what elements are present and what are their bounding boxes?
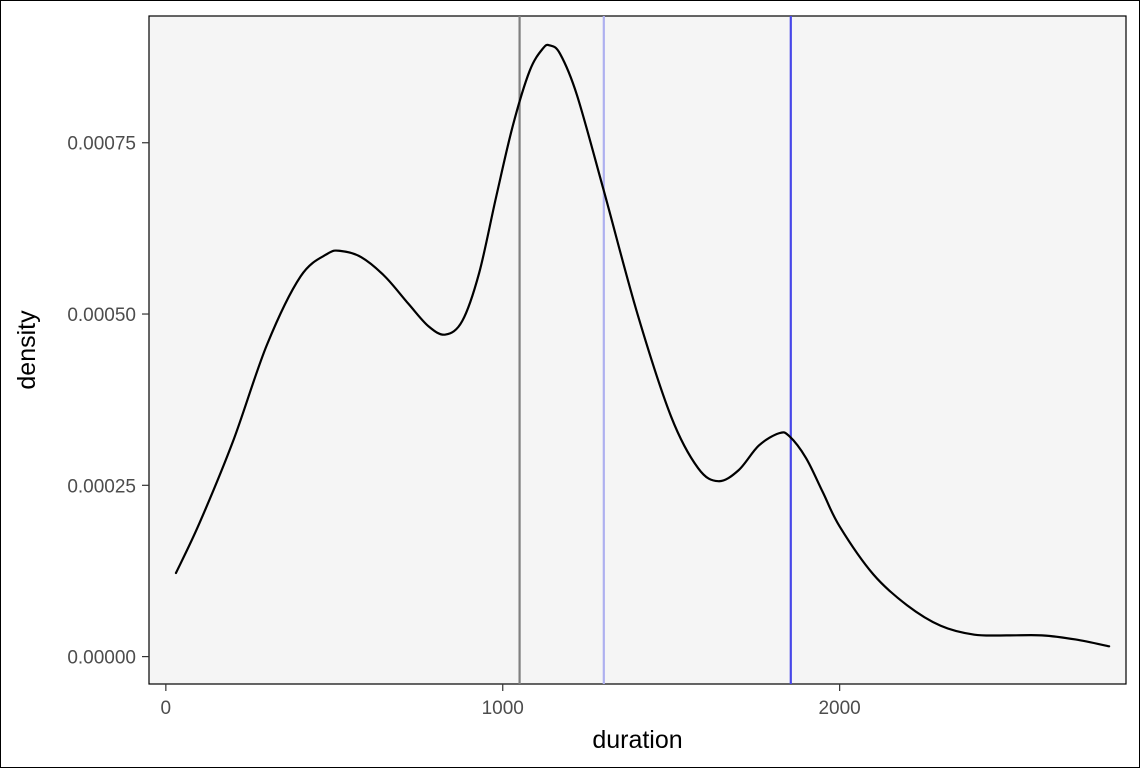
y-tick-label-0.00000: 0.00000 [67,648,136,669]
x-tick-label-2000: 2000 [818,698,860,719]
y-tick-label-0.00025: 0.00025 [67,476,136,497]
x-axis-title: duration [592,726,682,754]
x-tick-label-1000: 1000 [482,698,524,719]
y-tick-label-0.00075: 0.00075 [67,134,136,155]
series-layer [174,43,1111,648]
plot-panel [148,15,1127,685]
vertical-lines-layer [518,16,792,684]
y-axis: 0.00000 0.00025 0.00050 0.00075 [67,134,149,669]
y-axis-title: density [13,310,41,390]
y-tick-label-0.00050: 0.00050 [67,305,136,326]
density-line-1 [174,43,1111,648]
x-axis: 0 1000 2000 [161,684,861,719]
x-tick-label-0: 0 [161,698,172,719]
